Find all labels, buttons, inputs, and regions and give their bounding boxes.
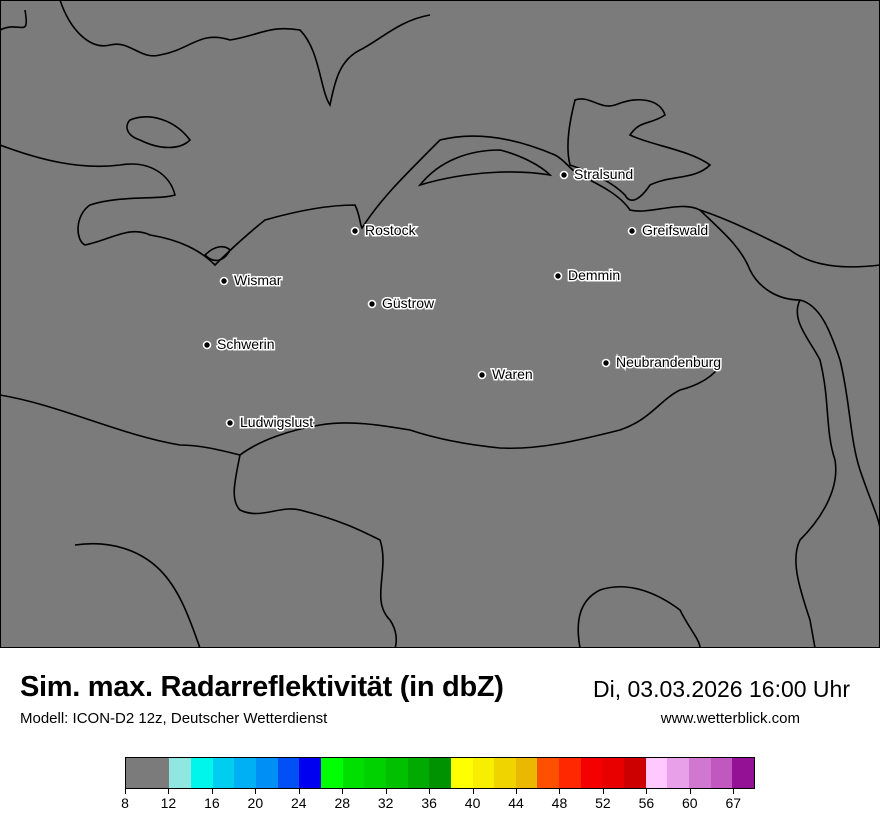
- city-label: Demmin: [568, 267, 620, 283]
- city-dot: [559, 170, 569, 180]
- city-label: Wismar: [234, 272, 282, 288]
- tick-label: 32: [377, 795, 394, 811]
- tick-mark: [602, 789, 604, 794]
- tick-label: 40: [464, 795, 481, 811]
- colorbar-segment: [494, 758, 516, 788]
- tick-mark: [211, 789, 213, 794]
- tick-label: 16: [204, 795, 220, 811]
- colorbar-segment: [624, 758, 646, 788]
- colorbar-segment: [472, 758, 495, 788]
- city-dot: [477, 370, 487, 380]
- city-dot: [219, 276, 229, 286]
- tick-label: 20: [247, 795, 264, 811]
- tick-label: 36: [421, 795, 437, 811]
- radar-map: Stralsund Rostock Greifswald Demmin Wismar Gü…: [0, 0, 880, 648]
- tick-label: 67: [725, 795, 742, 811]
- city-label: Greifswald: [642, 222, 708, 238]
- tick-label: 44: [508, 795, 524, 811]
- colorbar-segment: [277, 758, 300, 788]
- colorbar-segment: [126, 758, 170, 788]
- colorbar-segment: [667, 758, 690, 788]
- tick-mark: [298, 789, 300, 794]
- city-dot: [553, 271, 563, 281]
- city-dot: [350, 226, 360, 236]
- tick-mark: [429, 789, 431, 794]
- colorbar-segment: [299, 758, 321, 788]
- tick-label: 52: [595, 795, 611, 811]
- colorbar-segment: [385, 758, 408, 788]
- model-source: Modell: ICON-D2 12z, Deutscher Wetterdie…: [20, 710, 328, 727]
- tick-mark: [646, 789, 648, 794]
- colorbar-segment: [450, 758, 473, 788]
- city-label: Ludwigslust: [240, 414, 313, 430]
- colorbar-segment: [559, 758, 581, 788]
- tick-label: 60: [682, 795, 698, 811]
- tick-mark: [342, 789, 344, 794]
- colorbar-segment: [645, 758, 668, 788]
- colorbar-segment: [580, 758, 603, 788]
- colorbar-segment: [537, 758, 560, 788]
- tick-label: 56: [638, 795, 655, 811]
- tick-mark: [255, 789, 257, 794]
- colorbar-segment: [732, 758, 755, 788]
- colorbar-segment: [689, 758, 711, 788]
- map-background: [0, 0, 880, 648]
- city-label: Rostock: [365, 222, 417, 238]
- tick-mark: [385, 789, 387, 794]
- forecast-datetime: Di, 03.03.2026 16:00 Uhr: [592, 676, 850, 702]
- colorbar-segment: [234, 758, 256, 788]
- colorbar-segment: [429, 758, 451, 788]
- city-dot: [225, 418, 235, 428]
- colorbar-segment: [364, 758, 386, 788]
- tick-mark: [733, 789, 735, 794]
- colorbar-segment: [190, 758, 213, 788]
- city-dot: [202, 340, 212, 350]
- tick-mark: [125, 789, 126, 794]
- tick-mark: [168, 789, 170, 794]
- city-markers: Stralsund Rostock Greifswald Demmin Wismar Gü…: [202, 165, 723, 432]
- city-label: Schwerin: [217, 336, 275, 352]
- tick-mark: [689, 789, 691, 794]
- city-label: Güstrow: [382, 295, 435, 311]
- tick-label: 24: [290, 795, 307, 811]
- tick-label: 48: [551, 795, 568, 811]
- colorbar-segment: [320, 758, 343, 788]
- colorbar-segment: [212, 758, 235, 788]
- city-label: Stralsund: [574, 166, 633, 182]
- colorbar-segment: [602, 758, 625, 788]
- tick-label: 28: [334, 795, 351, 811]
- colorbar-segment: [515, 758, 538, 788]
- tick-label: 12: [160, 795, 177, 811]
- tick-mark: [516, 789, 518, 794]
- city-dot: [627, 226, 637, 236]
- tick-mark: [559, 789, 561, 794]
- map-title: Sim. max. Radarreflektivität (in dbZ): [20, 671, 504, 703]
- city-label: Neubrandenburg: [616, 354, 721, 370]
- colorbar-segment: [710, 758, 733, 788]
- colorbar-segment: [255, 758, 278, 788]
- city-label: Waren: [492, 366, 533, 382]
- colorbar-segment: [169, 758, 191, 788]
- tick-label: 8: [121, 795, 129, 811]
- city-dot: [601, 358, 611, 368]
- colorbar: [125, 757, 755, 789]
- colorbar-segment: [342, 758, 365, 788]
- city-dot: [367, 299, 377, 309]
- website-link[interactable]: www.wetterblick.com: [660, 710, 800, 727]
- colorbar-segment: [407, 758, 430, 788]
- coastlines: [0, 0, 880, 648]
- tick-mark: [472, 789, 474, 794]
- colorbar-ticks: 8 12 16 20 24 28 32 36 40 44 48 52 56 60 67: [121, 789, 755, 819]
